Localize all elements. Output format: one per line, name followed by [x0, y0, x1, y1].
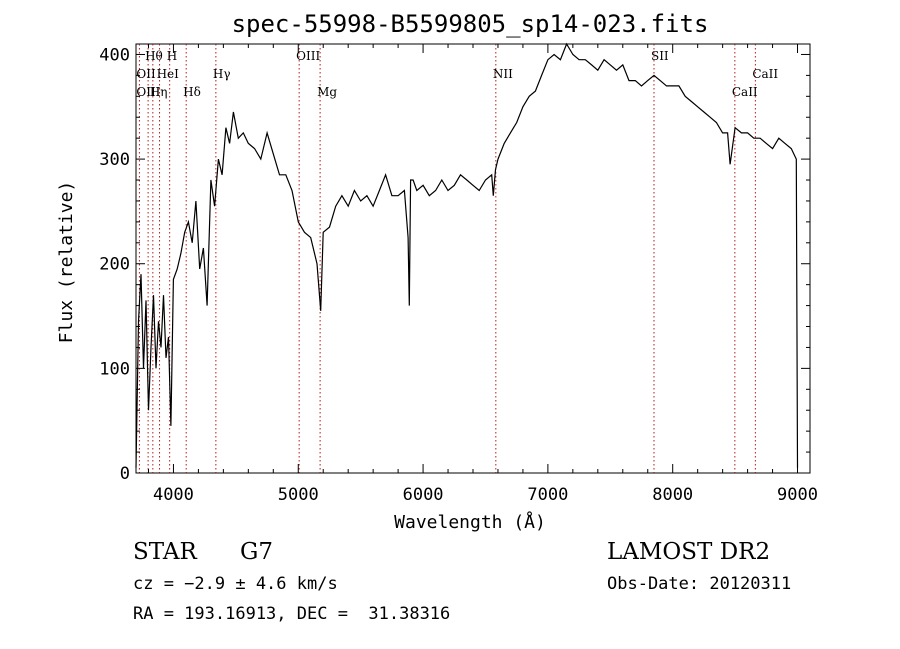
marker-label: Hδ [183, 85, 201, 99]
y-tick-label: 0 [120, 464, 130, 484]
emission-line-markers [138, 44, 756, 473]
marker-label: HeI [157, 67, 180, 81]
marker-label: CaII [752, 67, 778, 81]
y-tick-label: 300 [99, 150, 130, 170]
redshift-cz: cz = −2.9 ± 4.6 km/s [133, 574, 338, 594]
x-tick-label: 6000 [403, 485, 444, 505]
marker-label: Hη [150, 85, 168, 99]
marker-label: Hγ [213, 67, 231, 81]
x-tick-label: 4000 [153, 485, 194, 505]
marker-label: NII [493, 67, 513, 81]
observation-date: Obs-Date: 20120311 [607, 574, 792, 594]
x-tick-label: 7000 [527, 485, 568, 505]
survey-name: LAMOST DR2 [607, 539, 771, 565]
marker-label: SII [651, 49, 669, 63]
y-tick-label: 400 [99, 45, 130, 65]
coordinates: RA = 193.16913, DEC = 31.38316 [133, 604, 451, 624]
marker-label: OIII [136, 85, 160, 99]
spectrum-line [135, 42, 799, 468]
axes: 4000 5000 6000 7000 8000 9000 0 100 200 300 400 [99, 44, 818, 505]
marker-label: CaII [732, 85, 758, 99]
marker-label: Hθ [145, 49, 163, 63]
object-subclass: G7 [240, 539, 274, 565]
x-tick-label: 9000 [777, 485, 818, 505]
marker-label: OII [136, 67, 156, 81]
plot-area [135, 43, 811, 474]
marker-label: OIII [296, 49, 320, 63]
y-axis-label: Flux (relative) [56, 181, 77, 344]
object-type: STAR [133, 539, 197, 565]
plot-border [135, 43, 811, 474]
marker-label: H [167, 49, 177, 63]
chart-title: spec-55998-B5599805_sp14-023.fits [232, 10, 709, 38]
y-tick-label: 200 [99, 255, 130, 275]
x-tick-label: 5000 [278, 485, 319, 505]
x-axis-label: Wavelength (Å) [394, 511, 546, 533]
y-tick-label: 100 [99, 359, 130, 379]
x-tick-label: 8000 [652, 485, 693, 505]
marker-label: Mg [317, 85, 337, 99]
